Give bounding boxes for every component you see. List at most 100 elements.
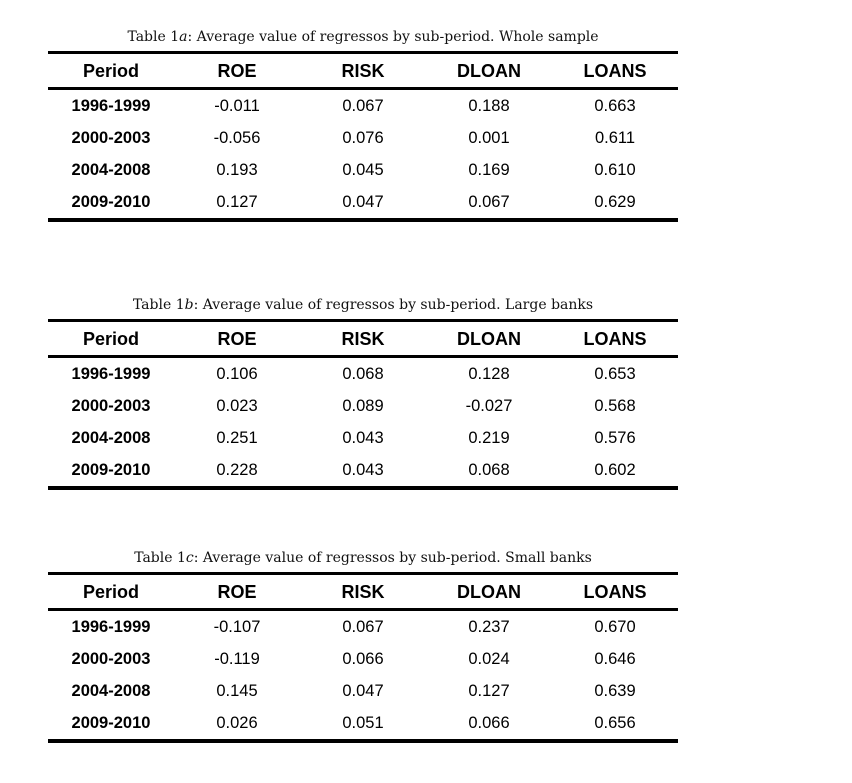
value-cell: 0.045 (342, 161, 384, 179)
value-cell: 0.576 (594, 429, 636, 447)
column-header-period: Period (48, 573, 174, 611)
header-row: Period ROE RISK DLOAN LOANS (48, 320, 678, 358)
caption-prefix: Table 1 (127, 29, 180, 45)
table-caption-1a: Table 1a: Average value of regressos by … (48, 28, 678, 46)
table-row: 1996-1999 -0.011 0.067 0.188 0.663 (48, 89, 678, 123)
value-cell: 0.047 (342, 682, 384, 700)
value-cell: 0.145 (216, 682, 258, 700)
column-header-risk: RISK (300, 52, 426, 90)
period-cell: 2000-2003 (71, 397, 151, 415)
caption-prefix: Table 1 (132, 297, 185, 313)
caption-letter: a (179, 29, 188, 45)
table-row: 2004-2008 0.193 0.045 0.169 0.610 (48, 154, 678, 186)
header-row: Period ROE RISK DLOAN LOANS (48, 573, 678, 611)
value-cell: -0.027 (465, 397, 513, 415)
value-cell: 0.653 (594, 365, 636, 383)
value-cell: 0.067 (468, 193, 510, 211)
value-cell: 0.066 (342, 650, 384, 668)
table-row: 2004-2008 0.145 0.047 0.127 0.639 (48, 675, 678, 707)
value-cell: 0.188 (468, 97, 510, 115)
period-cell: 2004-2008 (71, 429, 151, 447)
value-cell: 0.127 (216, 193, 258, 211)
caption-text: : Average value of regressos by sub-peri… (193, 550, 592, 566)
period-cell: 1996-1999 (71, 618, 151, 636)
value-cell: 0.068 (342, 365, 384, 383)
table-block-1c-small-banks: Table 1c: Average value of regressos by … (48, 549, 678, 743)
value-cell: 0.228 (216, 461, 258, 479)
caption-text: : Average value of regressos by sub-peri… (193, 297, 594, 313)
value-cell: 0.047 (342, 193, 384, 211)
caption-letter: c (185, 550, 194, 566)
value-cell: 0.026 (216, 714, 258, 732)
value-cell: 0.023 (216, 397, 258, 415)
period-cell: 2004-2008 (71, 682, 151, 700)
table-row: 2009-2010 0.026 0.051 0.066 0.656 (48, 707, 678, 741)
period-cell: 1996-1999 (71, 97, 151, 115)
period-cell: 2004-2008 (71, 161, 151, 179)
value-cell: -0.119 (214, 650, 260, 668)
table-row: 2000-2003 0.023 0.089 -0.027 0.568 (48, 390, 678, 422)
value-cell: 0.251 (216, 429, 258, 447)
column-header-dloan: DLOAN (426, 573, 552, 611)
table-row: 2009-2010 0.228 0.043 0.068 0.602 (48, 454, 678, 488)
column-header-roe: ROE (174, 573, 300, 611)
period-cell: 2009-2010 (71, 461, 151, 479)
value-cell: 0.127 (468, 682, 510, 700)
value-cell: 0.169 (468, 161, 510, 179)
value-cell: 0.043 (342, 461, 384, 479)
period-cell: 2009-2010 (71, 714, 151, 732)
column-header-risk: RISK (300, 573, 426, 611)
period-cell: 2000-2003 (71, 650, 151, 668)
value-cell: 0.024 (468, 650, 510, 668)
value-cell: 0.646 (594, 650, 636, 668)
table-row: 1996-1999 -0.107 0.067 0.237 0.670 (48, 610, 678, 644)
table-1a: Period ROE RISK DLOAN LOANS 1996-1999 -0… (48, 51, 678, 222)
value-cell: 0.067 (342, 618, 384, 636)
column-header-dloan: DLOAN (426, 52, 552, 90)
header-row: Period ROE RISK DLOAN LOANS (48, 52, 678, 90)
value-cell: 0.663 (594, 97, 636, 115)
value-cell: 0.629 (594, 193, 636, 211)
value-cell: 0.076 (342, 129, 384, 147)
value-cell: 0.639 (594, 682, 636, 700)
column-header-dloan: DLOAN (426, 320, 552, 358)
table-row: 2000-2003 -0.119 0.066 0.024 0.646 (48, 643, 678, 675)
value-cell: -0.056 (213, 129, 261, 147)
value-cell: 0.089 (342, 397, 384, 415)
table-caption-1b: Table 1b: Average value of regressos by … (48, 296, 678, 314)
period-cell: 1996-1999 (71, 365, 151, 383)
period-cell: 2000-2003 (71, 129, 151, 147)
table-block-1a-whole-sample: Table 1a: Average value of regressos by … (48, 28, 678, 222)
caption-letter: b (184, 297, 194, 313)
column-header-loans: LOANS (552, 573, 678, 611)
table-row: 2004-2008 0.251 0.043 0.219 0.576 (48, 422, 678, 454)
value-cell: 0.066 (468, 714, 510, 732)
value-cell: 0.067 (342, 97, 384, 115)
caption-text: : Average value of regressos by sub-peri… (187, 29, 599, 45)
period-cell: 2009-2010 (71, 193, 151, 211)
table-caption-1c: Table 1c: Average value of regressos by … (48, 549, 678, 567)
value-cell: 0.610 (594, 161, 636, 179)
table-block-1b-large-banks: Table 1b: Average value of regressos by … (48, 296, 678, 490)
table-row: 1996-1999 0.106 0.068 0.128 0.653 (48, 357, 678, 391)
value-cell: 0.043 (342, 429, 384, 447)
value-cell: 0.068 (468, 461, 510, 479)
column-header-roe: ROE (174, 52, 300, 90)
caption-prefix: Table 1 (134, 550, 186, 566)
value-cell: 0.128 (468, 365, 510, 383)
value-cell: -0.107 (213, 618, 261, 636)
value-cell: -0.011 (214, 97, 260, 115)
value-cell: 0.670 (594, 618, 636, 636)
column-header-period: Period (48, 320, 174, 358)
table-row: 2000-2003 -0.056 0.076 0.001 0.611 (48, 122, 678, 154)
content-area: Table 1a: Average value of regressos by … (48, 28, 678, 743)
value-cell: 0.219 (468, 429, 510, 447)
table-1b: Period ROE RISK DLOAN LOANS 1996-1999 0.… (48, 319, 678, 490)
value-cell: 0.237 (468, 618, 510, 636)
column-header-roe: ROE (174, 320, 300, 358)
table-row: 2009-2010 0.127 0.047 0.067 0.629 (48, 186, 678, 220)
value-cell: 0.656 (594, 714, 636, 732)
column-header-risk: RISK (300, 320, 426, 358)
column-header-period: Period (48, 52, 174, 90)
